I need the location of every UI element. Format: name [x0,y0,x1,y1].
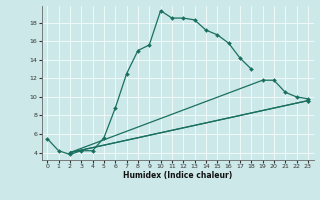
X-axis label: Humidex (Indice chaleur): Humidex (Indice chaleur) [123,171,232,180]
